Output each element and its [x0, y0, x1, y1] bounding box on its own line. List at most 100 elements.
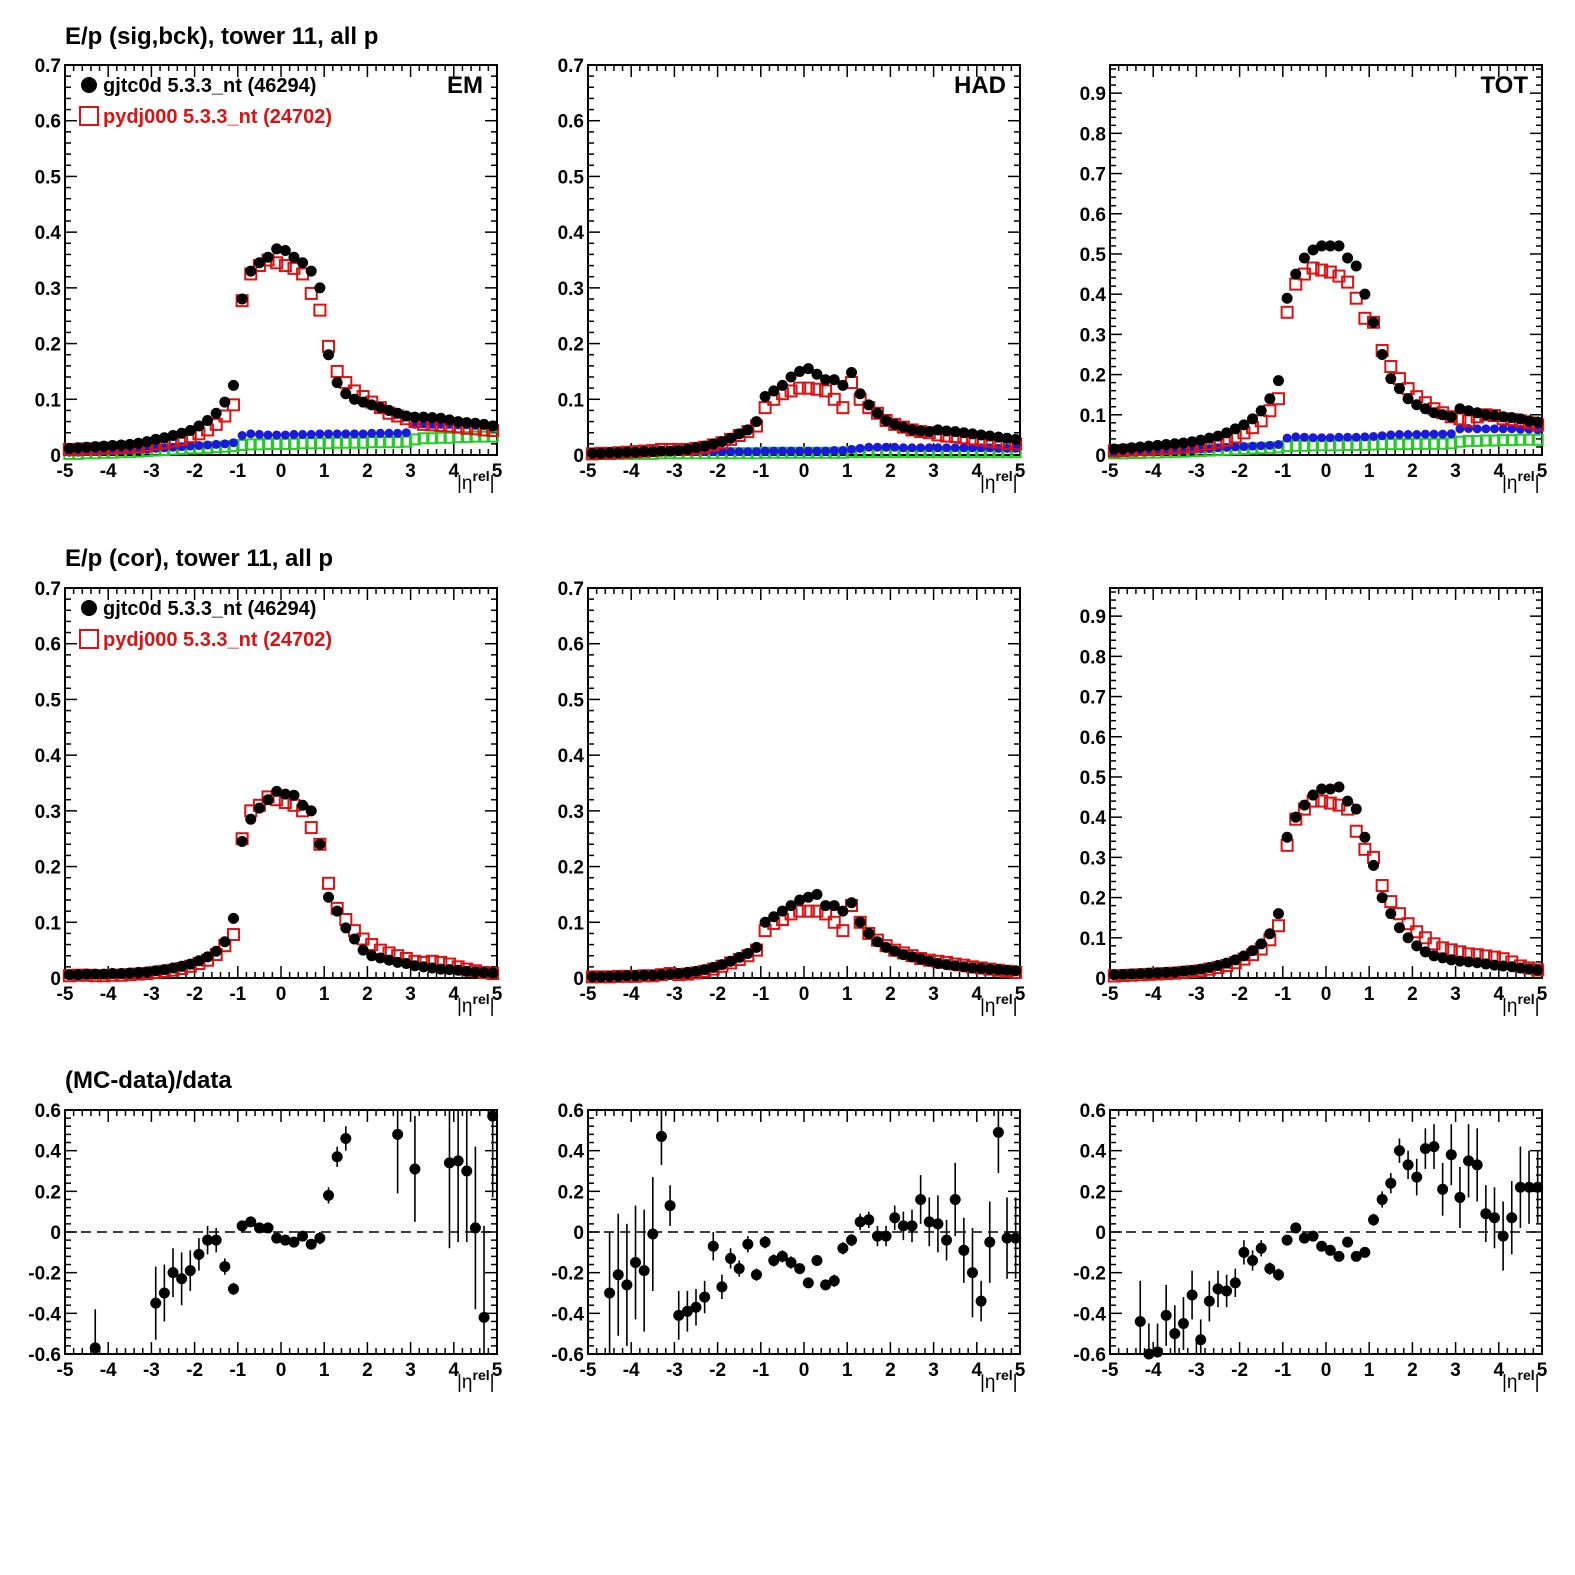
data-point: [1324, 1244, 1336, 1256]
data-point: [750, 1269, 762, 1281]
y-tick-label: 0.7: [558, 56, 584, 77]
legend-marker: [79, 106, 99, 126]
data-point: [759, 1236, 771, 1248]
x-tick-label: 5: [1015, 461, 1026, 482]
x-tick-label: 1: [319, 1360, 330, 1381]
data-point: [1290, 811, 1302, 823]
data-point: [828, 374, 840, 386]
data-point: [288, 251, 300, 263]
x-tick-label: 0: [1321, 1360, 1332, 1381]
data-point: [975, 1295, 987, 1307]
x-tick-label: -1: [752, 1360, 769, 1381]
data-point: [244, 438, 257, 451]
plot-ratio-had: -5 -4 -3 -2 -1 0 1 2 3 4 5 -0.6 -0.4 -0.2 0 0.2 0.4 0.6 |η…: [551, 1101, 1025, 1393]
data-point: [836, 401, 850, 415]
data-point: [863, 927, 875, 939]
data-point: [871, 407, 883, 419]
data-point: [828, 900, 840, 912]
x-tick-label: -4: [1145, 1360, 1162, 1381]
x-tick-label: 2: [885, 1360, 896, 1381]
data-point: [297, 257, 309, 269]
data-point: [1264, 1263, 1276, 1275]
x-tick-label: -5: [1102, 461, 1119, 482]
y-tick-label: 0.6: [558, 1101, 584, 1122]
legend-label: pydj000 5.3.3_nt (24702): [103, 629, 332, 651]
data-point: [1376, 892, 1388, 904]
series-data: [1134, 1124, 1544, 1360]
data-point: [750, 416, 762, 428]
data-point: [1453, 435, 1466, 448]
x-tick-label: 3: [1450, 984, 1461, 1005]
data-point: [341, 429, 351, 439]
data-point: [1333, 1250, 1345, 1262]
x-tick-label: 1: [842, 1360, 853, 1381]
data-point: [1412, 429, 1422, 439]
x-tick-label: 4: [1494, 461, 1505, 482]
data-point: [1282, 433, 1292, 443]
x-tick-label: 5: [1537, 461, 1548, 482]
x-tick-label: -2: [1231, 984, 1248, 1005]
x-tick-label: 1: [842, 984, 853, 1005]
data-point: [828, 1275, 840, 1287]
plot-sig-had: -5 -4 -3 -2 -1 0 1 2 3 4 5 0 0.1 0.2 0.3 0.4 0.5 0.6 0.7 |η…: [558, 56, 1026, 494]
x-tick-label: 1: [842, 461, 853, 482]
data-point: [803, 446, 813, 456]
y-tick-label: 0.4: [35, 1142, 62, 1163]
y-tick-label: 0.4: [558, 223, 585, 244]
data-point: [1385, 908, 1397, 920]
y-tick-label: 0.2: [558, 858, 584, 879]
data-point: [612, 1269, 624, 1281]
y-tick-label: 0.5: [558, 690, 585, 711]
data-point: [829, 446, 839, 456]
data-point: [1386, 430, 1396, 440]
data-point: [638, 1265, 650, 1277]
data-point: [1290, 1222, 1302, 1234]
x-tick-label: -1: [229, 984, 246, 1005]
x-tick-label: -1: [752, 461, 769, 482]
data-point: [1152, 1346, 1164, 1358]
data-point: [227, 379, 239, 391]
data-point: [1264, 928, 1276, 940]
data-point: [1403, 429, 1413, 439]
data-point: [1256, 441, 1266, 451]
data-point: [769, 446, 779, 456]
x-tick-label: -3: [143, 461, 160, 482]
data-point: [202, 951, 214, 963]
data-point: [348, 933, 360, 945]
data-point: [1342, 795, 1354, 807]
data-point: [1445, 411, 1457, 423]
data-point: [349, 429, 359, 439]
data-point: [202, 414, 214, 426]
data-point: [1488, 434, 1501, 447]
y-tick-label: 0: [573, 969, 584, 990]
data-point: [984, 1236, 996, 1248]
y-tick-label: 0.4: [1080, 1142, 1107, 1163]
data-point: [1358, 842, 1372, 856]
data-point: [1306, 261, 1320, 275]
data-point: [408, 433, 421, 446]
x-tick-label: 4: [972, 984, 983, 1005]
data-point: [871, 936, 883, 948]
data-point: [966, 1267, 978, 1279]
data-point: [478, 1311, 490, 1323]
data-point: [742, 1238, 754, 1250]
x-tick-label: 3: [928, 461, 939, 482]
plot-frame: [1109, 64, 1543, 456]
data-point: [837, 1242, 849, 1254]
y-tick-label: 0.6: [35, 112, 61, 133]
data-point: [725, 1252, 737, 1264]
data-point: [1247, 413, 1259, 425]
y-tick-label: 0.1: [558, 913, 585, 934]
data-point: [417, 432, 430, 445]
x-tick-label: -2: [186, 1360, 203, 1381]
data-point: [1488, 1212, 1500, 1224]
data-point: [854, 916, 866, 928]
data-point: [305, 805, 317, 817]
data-point: [298, 429, 308, 439]
data-point: [322, 876, 336, 890]
y-tick-label: 0: [1095, 446, 1106, 467]
data-point: [384, 428, 394, 438]
data-point: [330, 364, 344, 378]
legend-marker: [81, 77, 97, 93]
data-point: [847, 444, 857, 454]
